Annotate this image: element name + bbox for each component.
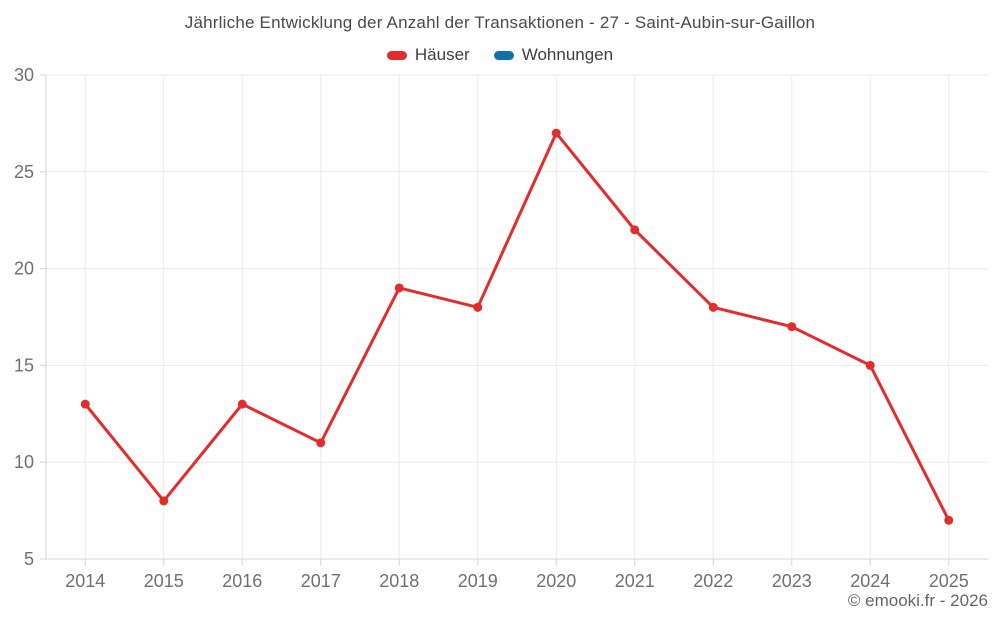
data-point-2017[interactable] <box>316 438 326 448</box>
data-point-2020[interactable] <box>551 128 561 138</box>
y-axis-label: 30 <box>14 65 34 85</box>
x-axis-label: 2015 <box>144 571 184 591</box>
x-axis-label: 2022 <box>693 571 733 591</box>
x-axis-label: 2019 <box>458 571 498 591</box>
data-point-2022[interactable] <box>708 302 718 312</box>
y-axis-label: 10 <box>14 452 34 472</box>
legend-swatch-wohnungen-icon <box>493 50 514 60</box>
data-point-2024[interactable] <box>865 360 875 370</box>
x-axis-label: 2024 <box>850 571 890 591</box>
y-axis-label: 25 <box>14 162 34 182</box>
series-line-Häuser <box>84 131 951 521</box>
x-axis-label: 2021 <box>615 571 655 591</box>
legend-item-wohnungen[interactable]: Wohnungen <box>493 45 614 65</box>
legend-swatch-haeuser-icon <box>386 50 407 60</box>
x-axis-label: 2025 <box>929 571 969 591</box>
legend: Häuser Wohnungen <box>0 45 1000 65</box>
data-point-2014[interactable] <box>80 399 90 409</box>
data-point-2025[interactable] <box>944 515 954 525</box>
data-point-2019[interactable] <box>473 302 483 312</box>
copyright-footer: © emooki.fr - 2026 <box>847 591 988 610</box>
data-point-2023[interactable] <box>787 322 797 332</box>
x-axis-label: 2016 <box>222 571 262 591</box>
y-axis-label: 15 <box>14 355 34 375</box>
x-axis-label: 2014 <box>65 571 105 591</box>
chart-title: Jährliche Entwicklung der Anzahl der Tra… <box>184 13 816 32</box>
data-point-2016[interactable] <box>237 399 247 409</box>
legend-label-haeuser: Häuser <box>414 45 470 64</box>
x-axis-label: 2023 <box>772 571 812 591</box>
x-axis-label: 2017 <box>301 571 341 591</box>
y-axis-label: 5 <box>24 549 34 569</box>
data-point-2021[interactable] <box>630 225 640 235</box>
data-point-2015[interactable] <box>159 496 169 506</box>
data-point-2018[interactable] <box>394 283 404 293</box>
y-axis-label: 20 <box>14 259 34 279</box>
x-axis-label: 2018 <box>379 571 419 591</box>
legend-item-haeuser[interactable]: Häuser <box>386 45 470 65</box>
x-axis-label: 2020 <box>536 571 576 591</box>
legend-label-wohnungen: Wohnungen <box>521 45 614 64</box>
